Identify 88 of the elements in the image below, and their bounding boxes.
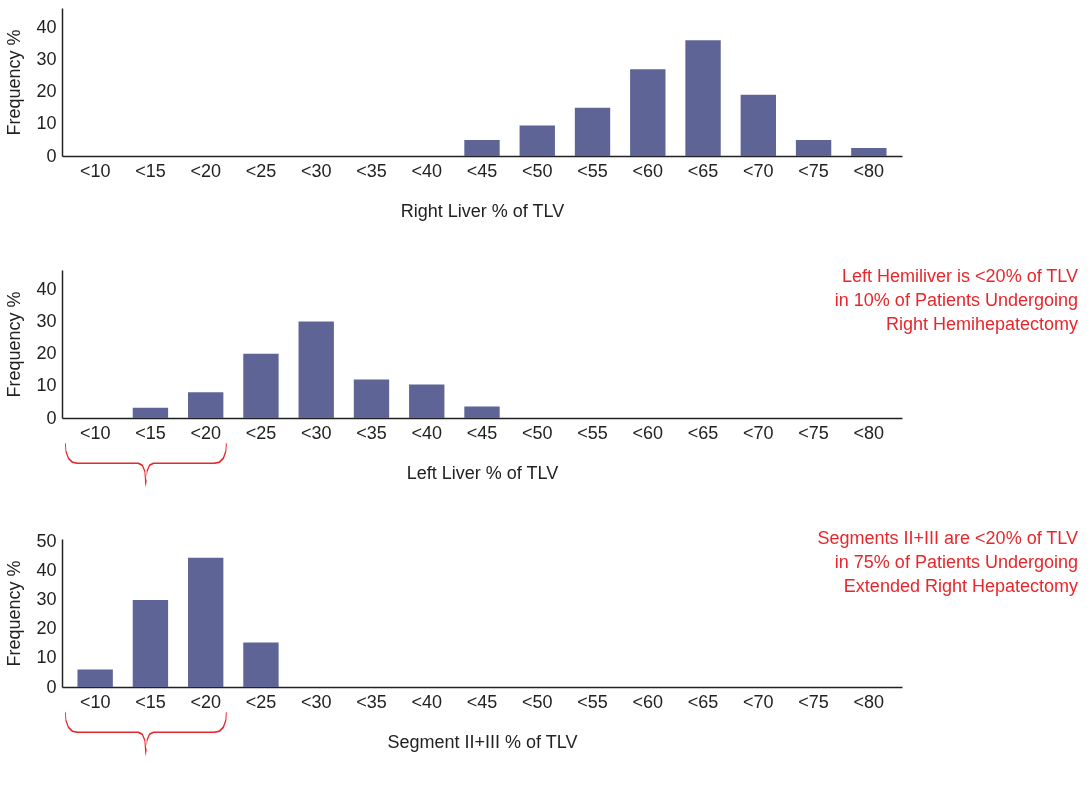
bar <box>353 379 390 418</box>
bar <box>243 353 279 418</box>
x-tick-label: <45 <box>466 160 498 181</box>
y-tick-label: 20 <box>36 618 57 639</box>
y-tick-label: 0 <box>46 676 57 697</box>
x-tick-label: <80 <box>853 422 885 443</box>
x-tick-label: <50 <box>521 422 553 443</box>
annotation: Left Hemiliver is <20% of TLV in 10% of Patients Undergoing Right Hemihepatectomy <box>834 265 1078 336</box>
x-tick-label: <75 <box>798 160 829 181</box>
bar <box>188 392 224 418</box>
x-tick-label: <20 <box>190 160 221 181</box>
x-tick-label: <50 <box>521 160 553 181</box>
bar <box>298 321 334 418</box>
y-axis-title: Frequency % <box>4 560 25 667</box>
x-tick-label: <20 <box>190 422 221 443</box>
x-tick-label: <45 <box>466 691 498 712</box>
y-tick-label: 30 <box>36 48 57 69</box>
x-tick-label: <25 <box>245 160 277 181</box>
y-tick-label: 10 <box>36 113 57 134</box>
y-tick-label: 10 <box>36 647 57 668</box>
bar <box>685 40 721 156</box>
x-tick-label: <55 <box>577 160 608 181</box>
y-tick-label: 40 <box>36 16 57 37</box>
bar <box>409 384 445 418</box>
x-tick-label: <40 <box>411 160 443 181</box>
y-axis-title: Frequency % <box>4 291 25 398</box>
x-tick-label: <80 <box>853 691 885 712</box>
bar <box>464 406 500 418</box>
x-tick-label: <65 <box>687 691 719 712</box>
y-axis-title: Frequency % <box>4 29 25 136</box>
annotation: Segments II+III are <20% of TLV in 75% of Patients Undergoing Extended Right Hepatectomy <box>817 527 1078 598</box>
y-tick-label: 0 <box>46 407 57 428</box>
x-tick-label: <70 <box>743 422 774 443</box>
bar <box>132 599 169 687</box>
bar <box>77 669 113 687</box>
bar <box>519 125 555 156</box>
x-axis-title: Segment II+III % of TLV <box>387 731 578 752</box>
y-tick-label: 40 <box>36 278 57 299</box>
bar <box>132 407 169 418</box>
x-tick-label: <25 <box>245 422 277 443</box>
x-tick-label: <70 <box>743 160 774 181</box>
x-tick-label: <30 <box>300 422 332 443</box>
bar <box>574 107 611 156</box>
x-tick-label: <10 <box>79 422 111 443</box>
x-axis-title: Right Liver % of TLV <box>400 200 565 221</box>
x-tick-label: <25 <box>245 691 277 712</box>
x-tick-label: <35 <box>356 691 387 712</box>
x-tick-label: <15 <box>135 160 166 181</box>
x-tick-label: <70 <box>743 691 774 712</box>
bar <box>630 69 666 156</box>
bar <box>464 139 500 156</box>
x-tick-label: <30 <box>300 160 332 181</box>
x-tick-label: <60 <box>632 691 664 712</box>
bar <box>740 94 776 156</box>
x-tick-label: <55 <box>577 691 608 712</box>
bar <box>188 557 224 687</box>
x-tick-label: <35 <box>356 160 387 181</box>
y-tick-label: 50 <box>36 531 57 552</box>
x-tick-label: <80 <box>853 160 885 181</box>
x-tick-label: <15 <box>135 691 166 712</box>
x-tick-label: <75 <box>798 691 829 712</box>
bar <box>795 139 832 156</box>
x-tick-label: <40 <box>411 691 443 712</box>
x-tick-label: <15 <box>135 422 166 443</box>
y-tick-label: 20 <box>36 81 57 102</box>
bar <box>851 147 887 156</box>
x-tick-label: <60 <box>632 422 664 443</box>
y-tick-label: 20 <box>36 343 57 364</box>
y-tick-label: 40 <box>36 560 57 581</box>
x-tick-label: <75 <box>798 422 829 443</box>
x-tick-label: <45 <box>466 422 498 443</box>
bar <box>243 642 279 687</box>
x-tick-label: <65 <box>687 422 719 443</box>
x-tick-label: <35 <box>356 422 387 443</box>
x-tick-label: <55 <box>577 422 608 443</box>
x-tick-label: <10 <box>79 160 111 181</box>
y-tick-label: 30 <box>36 589 57 610</box>
y-tick-label: 10 <box>36 375 57 396</box>
x-tick-label: <50 <box>521 691 553 712</box>
x-tick-label: <40 <box>411 422 443 443</box>
x-tick-label: <30 <box>300 691 332 712</box>
x-tick-label: <10 <box>79 691 111 712</box>
x-tick-label: <20 <box>190 691 221 712</box>
y-tick-label: 30 <box>36 310 57 331</box>
y-tick-label: 0 <box>46 145 57 166</box>
x-axis-title: Left Liver % of TLV <box>406 462 559 483</box>
x-tick-label: <60 <box>632 160 664 181</box>
x-tick-label: <65 <box>687 160 719 181</box>
